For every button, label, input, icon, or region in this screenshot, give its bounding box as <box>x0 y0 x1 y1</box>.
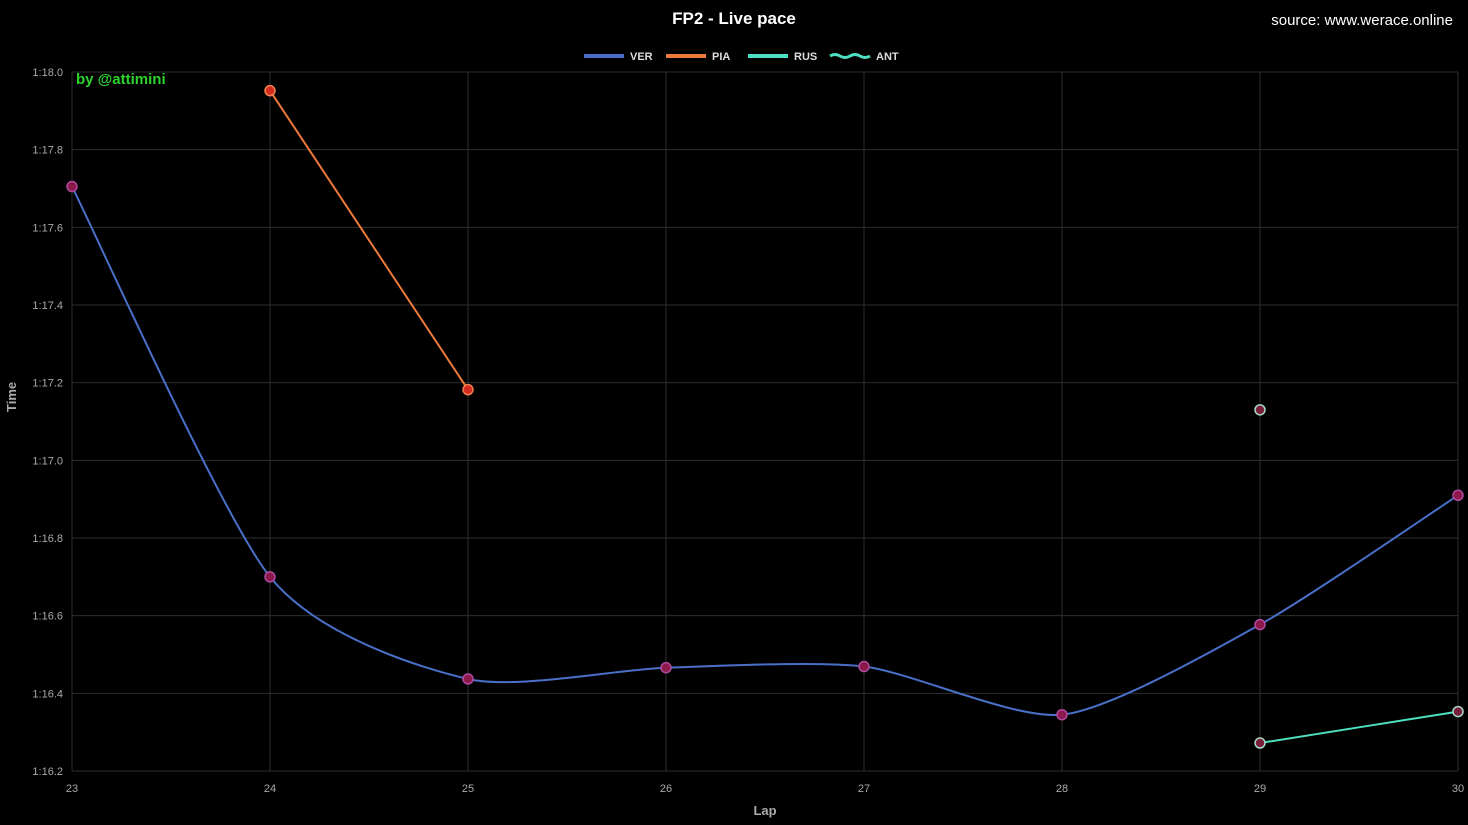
series-line-rus <box>1259 710 1459 745</box>
y-tick-label: 1:16.6 <box>32 611 63 623</box>
legend-item-pia[interactable]: PIA <box>666 51 730 63</box>
data-point-pia[interactable] <box>462 383 474 396</box>
x-tick-label: 29 <box>1254 783 1266 795</box>
y-tick-label: 1:17.8 <box>32 145 63 157</box>
y-tick-label: 1:17.0 <box>32 455 63 467</box>
data-point-rus[interactable] <box>1254 737 1266 749</box>
legend-label: ANT <box>876 51 899 63</box>
x-tick-label: 30 <box>1452 783 1464 795</box>
data-point-ver[interactable] <box>66 180 78 193</box>
y-tick-label: 1:16.2 <box>32 766 63 778</box>
y-tick-label: 1:18.0 <box>32 67 63 79</box>
x-tick-label: 25 <box>462 783 474 795</box>
series-line-ver <box>71 186 1459 717</box>
source-label: source: www.werace.online <box>1271 12 1453 29</box>
legend-label: VER <box>630 51 653 63</box>
legend-swatch <box>829 53 871 59</box>
y-tick-label: 1:17.6 <box>32 222 63 234</box>
x-tick-label: 24 <box>264 783 276 795</box>
legend-item-ant[interactable]: ANT <box>829 51 899 63</box>
y-axis-label: Time <box>4 381 19 412</box>
legend-item-ver[interactable]: VER <box>584 51 653 63</box>
y-tick-label: 1:17.4 <box>32 300 63 312</box>
y-tick-label: 1:16.8 <box>32 533 63 545</box>
legend-label: RUS <box>794 51 817 63</box>
y-tick-label: 1:16.4 <box>32 688 63 700</box>
series-lines <box>71 90 1459 745</box>
grid-lines <box>71 71 1459 772</box>
data-point-ant[interactable] <box>1254 404 1266 416</box>
x-tick-label: 28 <box>1056 783 1068 795</box>
data-point-ver[interactable] <box>1452 489 1464 502</box>
x-tick-label: 27 <box>858 783 870 795</box>
y-axis-ticks: 1:16.2 1:16.4 1:16.6 1:16.8 1:17.0 1:17.2 1:17… <box>32 67 63 778</box>
chart-title: FP2 - Live pace <box>672 9 796 28</box>
y-tick-label: 1:17.2 <box>32 378 63 390</box>
data-point-ver[interactable] <box>462 673 474 685</box>
legend: VER PIA RUS ANT <box>584 51 899 63</box>
x-axis-label: Lap <box>753 803 777 818</box>
x-tick-label: 23 <box>66 783 78 795</box>
data-point-ver[interactable] <box>1254 618 1266 631</box>
data-point-ver[interactable] <box>858 660 870 673</box>
x-axis-ticks: 23 24 25 26 27 28 29 30 <box>66 783 1464 795</box>
series-points <box>66 84 1464 749</box>
watermark: by @attimini <box>76 71 166 88</box>
x-tick-label: 26 <box>660 783 672 795</box>
legend-item-rus[interactable]: RUS <box>748 51 817 63</box>
series-line-pia <box>269 90 469 391</box>
data-point-ver[interactable] <box>1056 708 1068 721</box>
data-point-pia[interactable] <box>264 84 276 97</box>
legend-label: PIA <box>712 51 730 63</box>
data-point-rus[interactable] <box>1452 705 1464 718</box>
data-point-ver[interactable] <box>660 661 672 674</box>
data-point-ver[interactable] <box>264 571 276 583</box>
